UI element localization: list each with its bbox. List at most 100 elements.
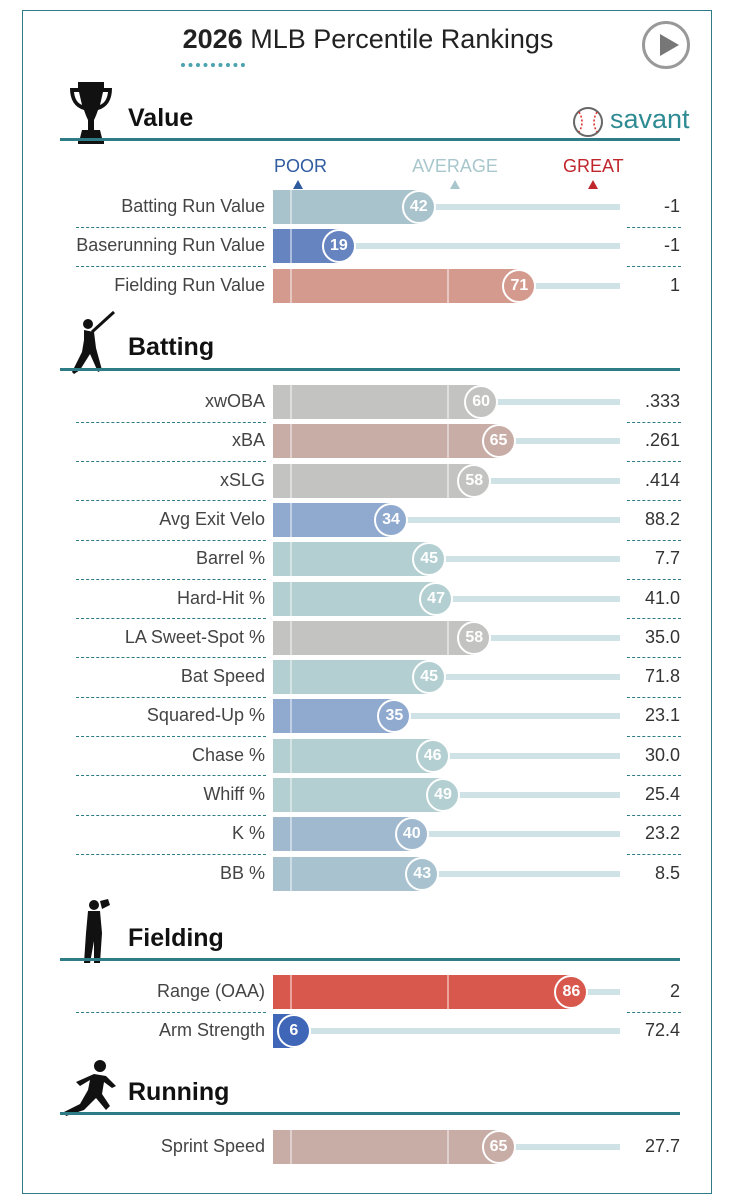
bar-tick — [290, 463, 293, 498]
bar-tick — [290, 738, 293, 773]
row-value: 41.0 — [644, 587, 680, 608]
section-line-fielding — [60, 958, 680, 961]
row-value: .333 — [644, 391, 680, 411]
bar-tick — [446, 385, 449, 419]
bar-tick — [290, 660, 293, 695]
percentile-badge: 19 — [321, 229, 356, 264]
row-divider — [627, 578, 681, 580]
percentile-badge: 58 — [457, 620, 492, 655]
bar-track — [429, 556, 620, 563]
trophy-icon — [70, 82, 112, 144]
row-divider — [76, 736, 266, 738]
bar-tick — [290, 778, 293, 812]
percentile-badge: 43 — [405, 856, 440, 891]
percentile-badge: 86 — [554, 975, 589, 1009]
row-divider — [627, 539, 681, 541]
row-divider — [76, 775, 266, 777]
percentile-badge: 60 — [464, 385, 499, 419]
percentile-bar — [273, 542, 430, 577]
row-label: Range (OAA) — [156, 981, 265, 1001]
bar-track — [481, 399, 620, 405]
percentile-badge: 49 — [426, 778, 461, 812]
bar-track — [418, 204, 620, 210]
row-label: Fielding Run Value — [114, 274, 265, 295]
legend-great-label: GREAT — [563, 156, 624, 176]
row-divider — [76, 696, 266, 698]
bar-track — [390, 516, 620, 523]
bar-track — [429, 674, 620, 681]
row-divider — [627, 421, 681, 423]
row-value: 8.5 — [654, 862, 680, 883]
percentile-bar — [273, 660, 430, 695]
row-divider — [76, 1011, 266, 1013]
legend-poor-label: POOR — [274, 156, 328, 176]
bar-tick — [290, 620, 293, 655]
percentile-bar — [273, 463, 475, 498]
bar-tick — [290, 424, 293, 459]
section-title-value: Value — [128, 104, 194, 132]
batter-icon — [72, 310, 116, 374]
row-value: 88.2 — [644, 508, 680, 529]
percentile-bar — [273, 738, 433, 773]
legend-great-arrow — [588, 180, 598, 189]
percentile-bar — [273, 424, 499, 459]
page-title: 2026 MLB Percentile Rankings — [0, 24, 736, 55]
bar-tick — [446, 1130, 449, 1164]
bar-track — [394, 713, 620, 720]
bar-tick — [290, 856, 293, 891]
bar-track — [338, 243, 620, 250]
percentile-bar — [273, 620, 475, 655]
row-divider — [627, 814, 681, 816]
row-value: 23.2 — [644, 823, 680, 844]
legend-average-arrow — [450, 180, 460, 189]
row-divider — [627, 618, 681, 620]
bar-tick — [290, 975, 293, 1009]
percentile-bar — [273, 817, 412, 852]
bar-tick — [290, 1130, 293, 1164]
row-divider — [76, 460, 266, 462]
bar-tick — [446, 620, 449, 655]
bar-track — [571, 989, 620, 995]
row-divider — [76, 657, 266, 659]
percentile-badge: 6 — [276, 1014, 311, 1049]
section-title-running: Running — [128, 1078, 230, 1106]
bar-tick — [290, 699, 293, 734]
row-divider — [627, 265, 681, 267]
row-divider — [627, 657, 681, 659]
row-value: 25.4 — [644, 784, 680, 804]
row-divider — [627, 696, 681, 698]
percentile-badge: 45 — [412, 660, 447, 695]
percentile-bar — [273, 581, 437, 616]
percentile-badge: 47 — [419, 581, 454, 616]
row-label: Sprint Speed — [160, 1136, 265, 1156]
row-divider — [76, 578, 266, 580]
bar-tick — [290, 581, 293, 616]
bar-tick — [290, 542, 293, 577]
bar-tick — [290, 190, 293, 224]
row-value: 35.0 — [644, 626, 680, 647]
row-label: Barrel % — [195, 548, 265, 569]
bar-tick — [446, 463, 449, 498]
savant-logo-text: savant — [610, 104, 690, 134]
row-label: Squared-Up % — [146, 705, 265, 726]
percentile-badge: 46 — [415, 738, 450, 773]
section-title-fielding: Fielding — [128, 924, 224, 952]
row-label: xBA — [231, 430, 265, 451]
bar-track — [498, 438, 620, 445]
row-divider — [627, 500, 681, 502]
row-divider — [627, 775, 681, 777]
row-divider — [76, 226, 266, 228]
row-value: 7.7 — [654, 548, 680, 569]
percentile-badge: 45 — [412, 542, 447, 577]
row-label: BB % — [219, 862, 265, 883]
bar-track — [293, 1028, 620, 1035]
row-label: Hard-Hit % — [176, 587, 265, 608]
row-divider — [76, 853, 266, 855]
row-divider — [76, 500, 266, 502]
percentile-bar — [273, 856, 423, 891]
legend-average: AVERAGE — [412, 156, 498, 189]
bar-tick — [290, 502, 293, 537]
row-label: Batting Run Value — [121, 196, 265, 216]
play-button[interactable] — [642, 21, 690, 69]
row-label: Arm Strength — [158, 1020, 265, 1041]
